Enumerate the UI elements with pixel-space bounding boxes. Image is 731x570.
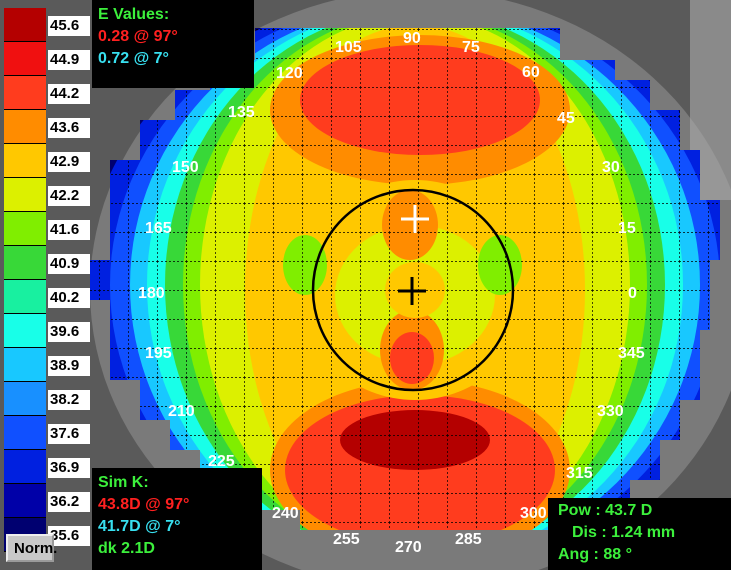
vertex-cross-white <box>401 205 429 233</box>
axis-label-345: 345 <box>618 345 645 362</box>
scale-swatch <box>4 212 46 246</box>
norm-scale-button[interactable]: Norm. <box>6 534 57 562</box>
axis-label-285: 285 <box>455 531 482 548</box>
axis-label-300: 300 <box>520 505 547 522</box>
scale-swatch <box>4 42 46 76</box>
axis-label-135: 135 <box>228 104 255 121</box>
scale-value: 42.2 <box>48 186 90 206</box>
e-values-title: E Values: <box>98 6 170 23</box>
scale-value: 41.6 <box>48 220 90 240</box>
axis-label-15: 15 <box>618 220 636 237</box>
axis-label-180: 180 <box>138 285 165 302</box>
axis-label-330: 330 <box>597 403 624 420</box>
e-values-panel: E Values: 0.28 @ 97° 0.72 @ 7° <box>92 0 254 88</box>
scale-value: 42.9 <box>48 152 90 172</box>
scale-swatch <box>4 144 46 178</box>
axis-label-240: 240 <box>272 505 299 522</box>
axis-label-45: 45 <box>557 110 575 127</box>
scale-value: 35.6 <box>48 526 90 546</box>
scale-value: 39.6 <box>48 322 90 342</box>
axis-label-150: 150 <box>172 159 199 176</box>
scale-value: 45.6 <box>48 16 90 36</box>
scale-row: 45.6 <box>4 8 90 42</box>
scale-value: 38.2 <box>48 390 90 410</box>
scale-swatch <box>4 314 46 348</box>
scale-value: 43.6 <box>48 118 90 138</box>
scale-row: 36.9 <box>4 450 90 484</box>
scale-swatch <box>4 416 46 450</box>
axis-label-270: 270 <box>395 539 422 556</box>
scale-value: 44.9 <box>48 50 90 70</box>
scale-value: 44.2 <box>48 84 90 104</box>
scale-row: 43.6 <box>4 110 90 144</box>
pupil-circle <box>311 188 515 392</box>
scale-swatch <box>4 382 46 416</box>
axis-label-0: 0 <box>628 285 637 302</box>
scale-row: 42.9 <box>4 144 90 178</box>
axis-degree-labels: 90 105 75 120 60 135 45 150 30 165 15 180 0 195 345 210… <box>138 30 645 556</box>
scale-swatch <box>4 450 46 484</box>
scale-row: 41.6 <box>4 212 90 246</box>
axis-label-105: 105 <box>335 39 362 56</box>
sim-k-flat: 41.7D @ 7° <box>98 518 181 535</box>
scale-swatch <box>4 348 46 382</box>
scale-row: 40.9 <box>4 246 90 280</box>
scale-value: 40.2 <box>48 288 90 308</box>
scale-row: 36.2 <box>4 484 90 518</box>
scale-value: 40.9 <box>48 254 90 274</box>
power-readout: Pow : 43.7 D <box>558 502 653 519</box>
scale-row: 38.2 <box>4 382 90 416</box>
e-value-steep: 0.28 @ 97° <box>98 28 178 45</box>
axis-label-210: 210 <box>168 403 195 420</box>
axis-label-315: 315 <box>566 465 593 482</box>
axis-label-225: 225 <box>208 453 235 470</box>
sim-k-steep: 43.8D @ 97° <box>98 496 190 513</box>
scale-value: 36.2 <box>48 492 90 512</box>
scale-value: 36.9 <box>48 458 90 478</box>
scale-row: 38.9 <box>4 348 90 382</box>
scale-row: 40.2 <box>4 280 90 314</box>
axis-label-195: 195 <box>145 345 172 362</box>
scale-swatch <box>4 8 46 42</box>
pupil-center-cross <box>398 277 426 305</box>
axis-label-60: 60 <box>522 64 540 81</box>
distance-readout: Dis : 1.24 mm <box>572 524 676 541</box>
e-value-flat: 0.72 @ 7° <box>98 50 169 67</box>
scale-value: 37.6 <box>48 424 90 444</box>
axis-label-120: 120 <box>276 65 303 82</box>
scale-swatch <box>4 246 46 280</box>
scale-row: 44.2 <box>4 76 90 110</box>
scale-row: 42.2 <box>4 178 90 212</box>
scale-swatch <box>4 178 46 212</box>
curvature-color-map <box>90 28 720 530</box>
sim-k-title: Sim K: <box>98 474 149 491</box>
axis-label-165: 165 <box>145 220 172 237</box>
scale-row: 39.6 <box>4 314 90 348</box>
scale-row: 37.6 <box>4 416 90 450</box>
scale-value: 38.9 <box>48 356 90 376</box>
sim-k-panel: Sim K: 43.8D @ 97° 41.7D @ 7° dk 2.1D <box>92 468 262 570</box>
color-scale-legend: 45.6 44.9 44.2 43.6 42.9 42.2 41.6 40.9 40.2 39.6… <box>4 8 90 556</box>
axis-label-255: 255 <box>333 531 360 548</box>
scale-swatch <box>4 280 46 314</box>
sim-k-delta: dk 2.1D <box>98 540 155 557</box>
axis-label-75: 75 <box>462 39 480 56</box>
angle-readout: Ang : 88 ° <box>558 546 632 563</box>
scale-swatch <box>4 484 46 518</box>
scale-swatch <box>4 110 46 144</box>
axis-label-90: 90 <box>403 30 421 47</box>
scale-row: 44.9 <box>4 42 90 76</box>
cursor-measure-panel: Pow : 43.7 D Dis : 1.24 mm Ang : 88 ° <box>548 498 731 570</box>
axis-label-30: 30 <box>602 159 620 176</box>
scale-swatch <box>4 76 46 110</box>
